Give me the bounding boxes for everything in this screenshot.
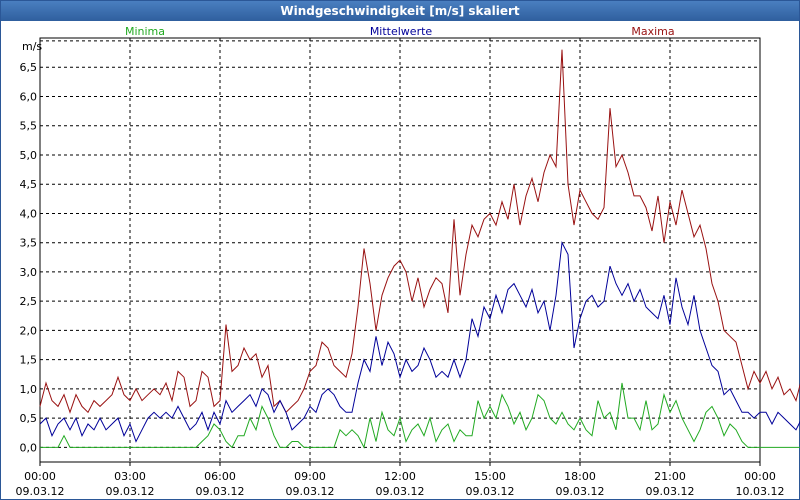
x-tick-time: 00:00 — [24, 470, 56, 483]
x-tick-time: 03:00 — [114, 470, 146, 483]
y-axis-label: m/s — [22, 40, 42, 53]
x-tick-date: 09.03.12 — [16, 485, 65, 498]
x-tick-date: 09.03.12 — [106, 485, 155, 498]
y-axis-ticks: 0,0 0,5 1,0 1,5 2,0 2,5 3,0 3,5 4,0 4,5 5,0 5,5 6,0 6… — [20, 61, 38, 454]
x-tick-time: 09:00 — [294, 470, 326, 483]
x-tick-time: 00:00 — [744, 470, 776, 483]
y-tick-label: 5,0 — [20, 149, 38, 162]
y-tick-label: 6,5 — [20, 61, 38, 74]
y-tick-label: 5,5 — [20, 120, 38, 133]
x-tick-time: 21:00 — [654, 470, 686, 483]
y-tick-label: 4,0 — [20, 207, 38, 220]
y-tick-label: 3,0 — [20, 266, 38, 279]
y-tick-label: 4,5 — [20, 178, 38, 191]
x-tick-time: 12:00 — [384, 470, 416, 483]
legend-mittelwerte: Mittelwerte — [370, 25, 433, 38]
x-tick-time: 06:00 — [204, 470, 236, 483]
series-line-maxima — [39, 49, 800, 414]
series-group — [39, 49, 800, 449]
x-axis-ticks: 00:00 09.03.12 03:00 09.03.12 06:00 09.03.12 0… — [16, 462, 785, 498]
legend-maxima: Maxima — [631, 25, 674, 38]
x-tick-date: 09.03.12 — [376, 485, 425, 498]
legend-minima: Minima — [125, 25, 165, 38]
series-line-mittelwerte — [39, 241, 800, 443]
chart-title: Windgeschwindigkeit [m/s] skaliert — [1, 1, 799, 21]
y-tick-label: 6,0 — [20, 90, 38, 103]
y-tick-label: 2,5 — [20, 295, 38, 308]
x-tick-date: 09.03.12 — [466, 485, 515, 498]
x-tick-time: 15:00 — [474, 470, 506, 483]
x-tick-time: 18:00 — [564, 470, 596, 483]
y-tick-label: 0,0 — [20, 441, 38, 454]
x-tick-date: 09.03.12 — [646, 485, 695, 498]
y-tick-label: 1,5 — [20, 354, 38, 367]
x-tick-date: 09.03.12 — [556, 485, 605, 498]
x-tick-date: 09.03.12 — [286, 485, 335, 498]
series-line-minima — [40, 382, 800, 449]
x-tick-date: 10.03.12 — [736, 485, 785, 498]
x-tick-date: 09.03.12 — [196, 485, 245, 498]
y-tick-label: 1,0 — [20, 383, 38, 396]
y-tick-label: 2,0 — [20, 324, 38, 337]
y-tick-label: 3,5 — [20, 237, 38, 250]
y-tick-label: 0,5 — [20, 412, 38, 425]
